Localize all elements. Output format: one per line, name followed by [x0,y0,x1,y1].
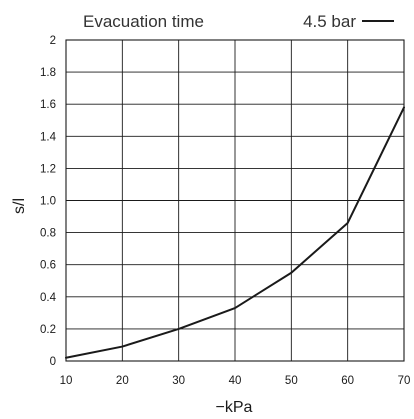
y-tick-label: 1.8 [40,67,56,79]
series-group [65,106,405,359]
grid [65,39,405,362]
y-tick-label: 1.4 [40,131,57,143]
y-tick-label: 2 [50,35,56,47]
y-axis-ticks: 0 0.2 0.4 0.6 0.8 1.0 1.2 1.4 1.6 1.8 2 [40,35,57,368]
x-tick-label: 20 [116,375,129,387]
series-line-0 [65,106,405,359]
x-tick-label: 70 [398,375,411,387]
y-tick-label: 0 [50,356,56,368]
x-tick-label: 60 [341,375,354,387]
y-tick-label: 1.2 [40,163,56,175]
x-axis-ticks: 10 20 30 40 50 60 70 [60,375,411,387]
y-axis-label: s/l [11,198,28,214]
x-axis-label: −kPa [216,399,253,416]
x-tick-label: 50 [285,375,298,387]
y-tick-label: 0.8 [40,228,56,240]
x-tick-label: 10 [60,375,73,387]
x-tick-label: 30 [172,375,185,387]
y-tick-label: 1.0 [40,196,56,208]
plot-frame [65,39,405,362]
y-tick-label: 1.6 [40,99,56,111]
legend-entry: 4.5 bar [303,12,356,31]
y-tick-label: 0.2 [40,324,56,336]
x-tick-label: 40 [229,375,242,387]
y-tick-label: 0.4 [40,292,57,304]
chart-title: Evacuation time [83,12,204,31]
y-tick-label: 0.6 [40,260,56,272]
